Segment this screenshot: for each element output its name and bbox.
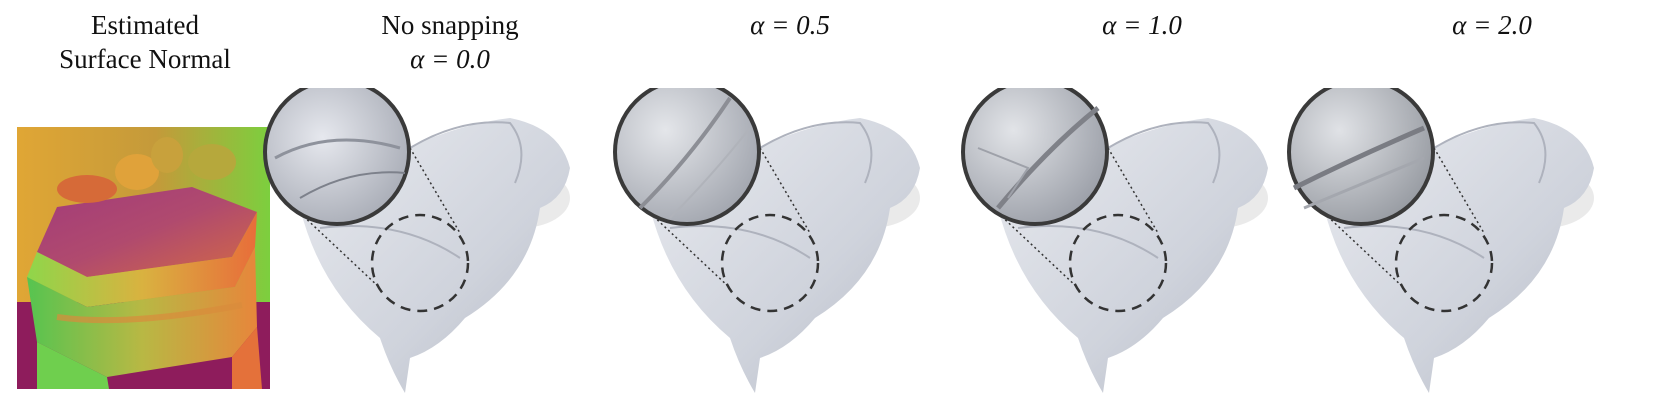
sofa-mesh-alpha-1 <box>958 88 1294 398</box>
label-line1: No snapping <box>381 10 519 40</box>
label-line1: Estimated <box>91 10 199 40</box>
label-alpha-2: α = 2.0 <box>1342 8 1642 42</box>
label-line2: α = 2.0 <box>1452 10 1532 40</box>
label-estimated-surface-normal: Estimated Surface Normal <box>0 8 290 76</box>
label-alpha-0-5: α = 0.5 <box>640 8 940 42</box>
label-line2: Surface Normal <box>59 44 231 74</box>
surface-normal-map <box>17 127 270 389</box>
label-line2: α = 1.0 <box>1102 10 1182 40</box>
sofa-mesh-alpha-0 <box>260 88 596 398</box>
label-line2: α = 0.5 <box>750 10 830 40</box>
label-alpha-1: α = 1.0 <box>992 8 1292 42</box>
label-alpha-0: No snapping α = 0.0 <box>300 8 600 76</box>
sofa-mesh-alpha-2 <box>1284 88 1620 398</box>
label-line2: α = 0.0 <box>410 44 490 74</box>
sofa-mesh-alpha-0-5 <box>610 88 946 398</box>
